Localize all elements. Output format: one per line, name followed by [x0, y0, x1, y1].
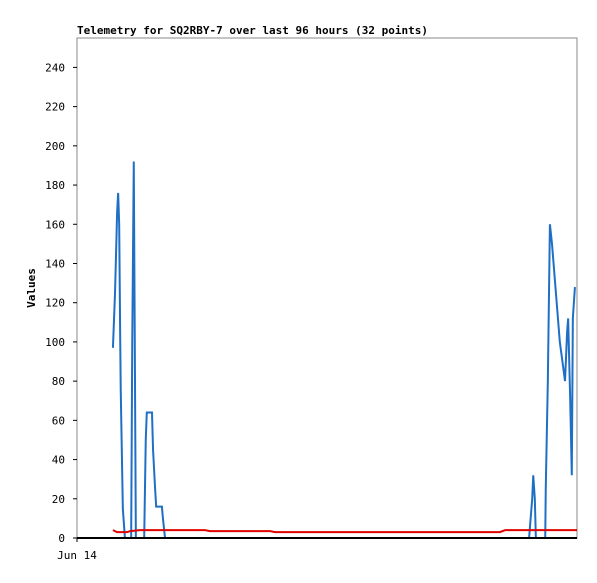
plot-frame [76, 37, 578, 539]
y-tick-label: 240 [45, 61, 65, 74]
y-tick-label: 20 [52, 493, 65, 506]
y-tick-label: 200 [45, 140, 65, 153]
y-tick-label: 160 [45, 218, 65, 231]
y-tick-label: 0 [58, 532, 65, 545]
chart-title: Telemetry for SQ2RBY-7 over last 96 hour… [77, 24, 428, 37]
series-line [112, 529, 577, 534]
y-tick-label: 120 [45, 297, 65, 310]
y-tick-label: 220 [45, 101, 65, 114]
y-tick-label: 100 [45, 336, 65, 349]
y-tick-label: 140 [45, 257, 65, 270]
y-tick-label: 40 [52, 454, 65, 467]
y-tick-label: 60 [52, 414, 65, 427]
y-axis-label: Values [25, 268, 38, 308]
x-tick-label: Jun 14 [57, 549, 97, 562]
y-tick-label: 80 [52, 375, 65, 388]
series-line [111, 161, 576, 539]
y-tick-label: 180 [45, 179, 65, 192]
